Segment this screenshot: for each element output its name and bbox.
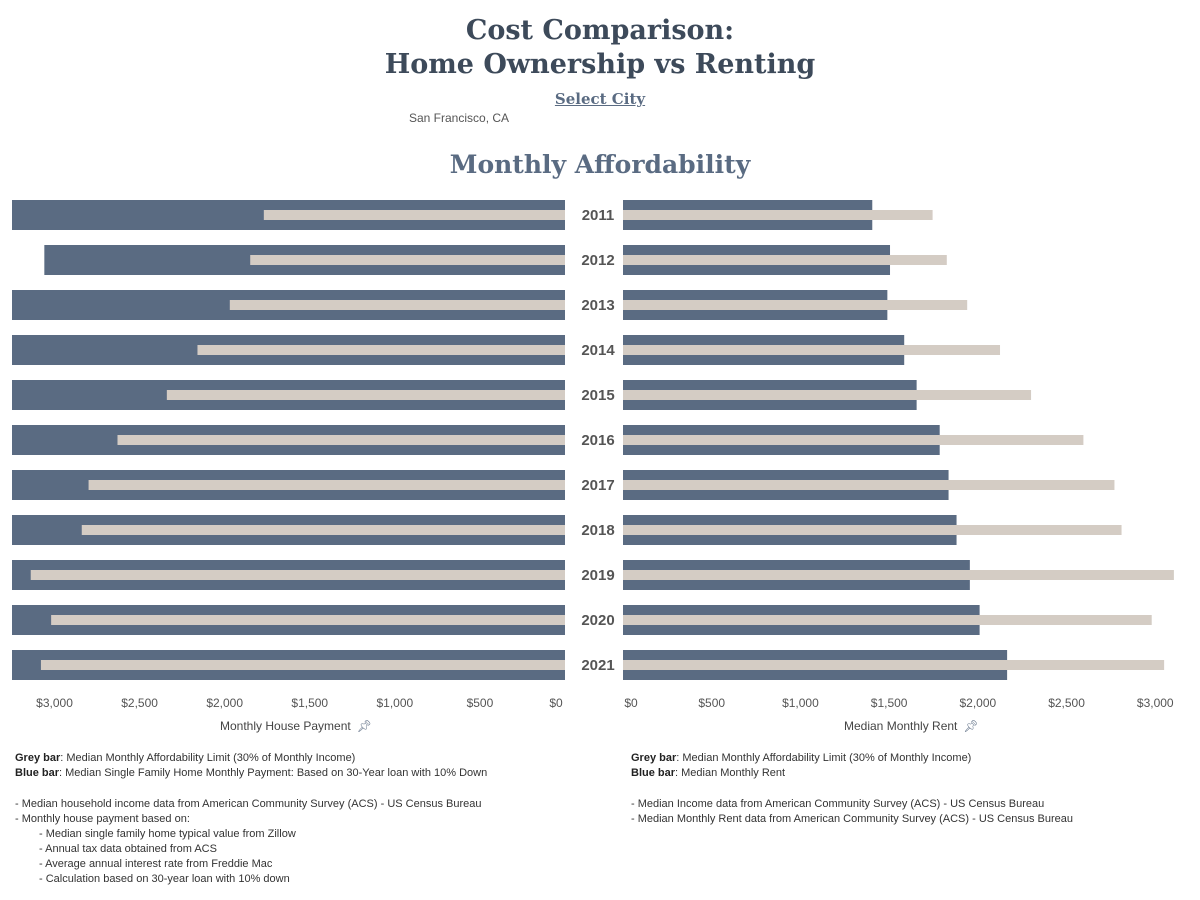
affordability-limit-bar	[623, 480, 1115, 490]
right-axis-tick: $0	[624, 696, 638, 710]
year-label: 2017	[581, 477, 614, 494]
note-line: - Median household income data from Amer…	[15, 798, 482, 810]
affordability-limit-bar	[623, 345, 1001, 355]
left-axis-title-text: Monthly House Payment	[220, 719, 351, 733]
left-axis-tick: $3,000	[36, 696, 73, 710]
year-label: 2012	[581, 252, 614, 269]
year-label: 2013	[581, 297, 614, 314]
affordability-limit-bar	[166, 390, 565, 400]
grey-bar-desc: : Median Monthly Affordability Limit (30…	[60, 752, 356, 764]
select-city-link[interactable]: Select City	[554, 90, 646, 108]
note-line: - Median Monthly Rent data from American…	[631, 813, 1073, 825]
year-label: 2021	[581, 657, 614, 674]
right-axis-title-text: Median Monthly Rent	[844, 719, 958, 733]
right-notes: Grey bar: Median Monthly Affordability L…	[631, 751, 1073, 827]
affordability-limit-bar	[229, 300, 565, 310]
note-subline: - Annual tax data obtained from ACS	[39, 843, 217, 855]
left-axis-tick: $1,500	[291, 696, 328, 710]
blue-bar-label: Blue bar	[15, 767, 60, 779]
right-axis-tick: $2,500	[1048, 696, 1085, 710]
grey-bar-label: Grey bar	[631, 752, 677, 764]
affordability-limit-bar	[623, 255, 947, 265]
affordability-limit-bar	[250, 255, 565, 265]
right-axis-tick: $3,000	[1137, 696, 1174, 710]
note-subline: - Average annual interest rate from Fred…	[39, 858, 273, 870]
year-label: 2014	[581, 342, 615, 359]
affordability-limit-bar	[623, 300, 968, 310]
year-label: 2016	[581, 432, 614, 449]
left-axis-tick: $0	[549, 696, 563, 710]
year-label: 2015	[581, 387, 614, 404]
left-axis-tick: $2,000	[206, 696, 243, 710]
affordability-limit-bar	[623, 210, 933, 220]
affordability-limit-bar	[117, 435, 565, 445]
left-axis-tick: $1,000	[376, 696, 413, 710]
year-label: 2020	[581, 612, 614, 629]
grey-bar-label: Grey bar	[15, 752, 61, 764]
left-axis-tick: $2,500	[121, 696, 158, 710]
pin-icon[interactable]: 📌︎	[356, 719, 372, 733]
blue-bar-label: Blue bar	[631, 767, 676, 779]
affordability-limit-bar	[88, 480, 566, 490]
affordability-limit-bar	[623, 390, 1032, 400]
note-line: - Median Income data from American Commu…	[631, 798, 1045, 810]
grey-bar-desc: : Median Monthly Affordability Limit (30…	[676, 752, 972, 764]
affordability-limit-bar	[623, 660, 1165, 670]
affordability-limit-bar	[81, 525, 566, 535]
title-line-1: Cost Comparison:	[465, 15, 735, 46]
right-axis-title: Median Monthly Rent 📌︎	[844, 719, 979, 733]
right-axis-tick: $1,500	[871, 696, 908, 710]
note-line: - Monthly house payment based on:	[15, 813, 190, 825]
year-label: 2018	[581, 522, 614, 539]
right-axis-tick: $1,000	[782, 696, 819, 710]
affordability-limit-bar	[51, 615, 566, 625]
year-label: 2011	[582, 207, 615, 224]
affordability-limit-bar	[263, 210, 565, 220]
left-axis-tick: $500	[467, 696, 494, 710]
affordability-limit-bar	[623, 525, 1122, 535]
left-notes: Grey bar: Median Monthly Affordability L…	[15, 751, 487, 887]
affordability-limit-bar	[623, 615, 1152, 625]
blue-bar-desc: : Median Monthly Rent	[675, 767, 786, 779]
section-title: Monthly Affordability	[449, 150, 751, 179]
page-title: Cost Comparison: Home Ownership vs Renti…	[0, 14, 1200, 82]
affordability-limit-bar	[623, 435, 1084, 445]
pin-icon[interactable]: 📌︎	[963, 719, 979, 733]
year-label: 2019	[581, 567, 614, 584]
affordability-limit-bar	[623, 570, 1174, 580]
affordability-chart: 2011 2012 2013 2014 2015 2016 2017 2018 2019 2020…	[12, 200, 1174, 710]
selected-city: San Francisco, CA	[409, 111, 510, 125]
note-subline: - Calculation based on 30-year loan with…	[39, 873, 290, 885]
title-line-2: Home Ownership vs Renting	[384, 49, 816, 80]
blue-bar-desc: : Median Single Family Home Monthly Paym…	[59, 767, 488, 779]
affordability-limit-bar	[30, 570, 566, 580]
note-subline: - Median single family home typical valu…	[39, 828, 296, 840]
affordability-limit-bar	[197, 345, 565, 355]
left-axis-title: Monthly House Payment 📌︎	[220, 719, 372, 733]
affordability-limit-bar	[40, 660, 566, 670]
right-axis-tick: $2,000	[959, 696, 996, 710]
right-axis-tick: $500	[698, 696, 725, 710]
